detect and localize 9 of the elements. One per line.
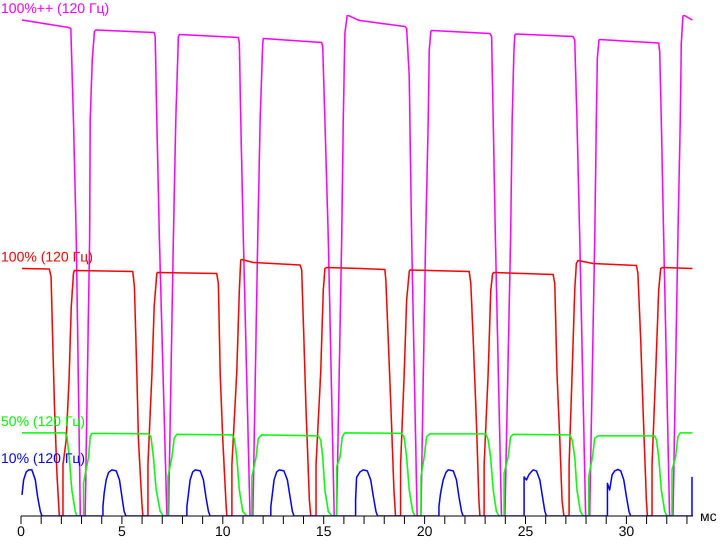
series-label: 100%++ (120 Гц) [1,0,110,16]
x-tick-label: 5 [118,522,126,539]
x-tick-label: 30 [618,522,634,539]
x-axis-title: мс [700,508,717,524]
x-tick-label: 20 [416,522,433,539]
x-tick-label: 15 [316,522,332,539]
x-tick-label: 0 [17,522,26,539]
x-tick-label: 25 [518,522,534,539]
x-tick-label: 10 [215,522,231,539]
